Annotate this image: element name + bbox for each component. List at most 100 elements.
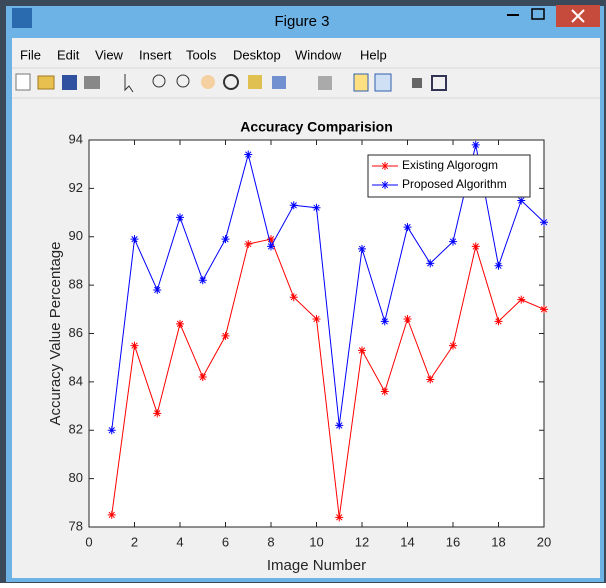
- legend-marker: [381, 162, 389, 170]
- y-tick-label: 94: [69, 131, 83, 146]
- window-icon: [12, 8, 32, 28]
- menu-item[interactable]: File: [20, 47, 41, 62]
- point-marker: [107, 510, 116, 519]
- y-tick-label: 84: [69, 373, 83, 388]
- tool-save[interactable]: [62, 75, 77, 90]
- point-marker: [380, 387, 389, 396]
- x-tick-label: 16: [446, 534, 460, 549]
- tool-zoom-out[interactable]: [176, 74, 190, 88]
- point-marker: [289, 201, 298, 210]
- x-tick-label: 4: [176, 534, 183, 549]
- point-marker: [380, 317, 389, 326]
- tool-brush[interactable]: [272, 76, 286, 89]
- series-line: [111, 238, 545, 518]
- point-marker: [221, 331, 230, 340]
- point-marker: [540, 218, 548, 227]
- x-tick-label: 20: [537, 534, 551, 549]
- point-marker: [176, 213, 184, 222]
- point-marker: [517, 295, 526, 304]
- point-marker: [312, 203, 321, 212]
- menu-item[interactable]: Window: [295, 47, 342, 62]
- legend: Existing Algorogm Proposed Algorithm: [367, 154, 531, 198]
- chart-title: Accuracy Comparision: [240, 119, 393, 135]
- y-tick-label: 80: [69, 470, 83, 485]
- point-marker: [540, 305, 548, 314]
- x-tick-label: 18: [491, 534, 505, 549]
- tool-open[interactable]: [37, 75, 55, 90]
- y-axis-label: Accuracy Value Percentage: [47, 242, 64, 426]
- legend-label: Proposed Algorithm: [402, 177, 507, 191]
- tool-new[interactable]: [15, 73, 31, 91]
- menu-item[interactable]: Edit: [57, 47, 80, 62]
- point-marker: [153, 409, 162, 418]
- toolbar: [15, 73, 447, 93]
- point-marker: [449, 341, 457, 350]
- point-marker: [449, 237, 457, 246]
- point-marker: [494, 261, 503, 270]
- plot-area: [88, 139, 545, 528]
- point-marker: [130, 235, 139, 244]
- tool-show[interactable]: [431, 75, 447, 91]
- tool-pointer[interactable]: [124, 74, 134, 93]
- point-marker: [403, 223, 412, 232]
- point-marker: [153, 285, 162, 294]
- x-tick-label: 8: [267, 534, 274, 549]
- point-marker: [471, 242, 480, 251]
- point-marker: [130, 341, 139, 350]
- x-tick-label: 2: [131, 534, 138, 549]
- x-tick-label: 10: [309, 534, 323, 549]
- menu-item[interactable]: Tools: [186, 47, 217, 62]
- legend-marker: [381, 181, 389, 189]
- x-tick-label: 0: [85, 534, 92, 549]
- tool-print[interactable]: [84, 76, 100, 89]
- close-icon: [571, 9, 585, 23]
- point-marker: [267, 242, 275, 251]
- menu-item[interactable]: View: [95, 47, 124, 62]
- point-marker: [426, 375, 435, 384]
- point-marker: [221, 235, 230, 244]
- x-tick-label: 6: [222, 534, 229, 549]
- chart: Accuracy Comparision Image Number Accuracy…: [47, 119, 551, 574]
- tool-link[interactable]: [318, 76, 332, 90]
- point-marker: [426, 259, 435, 268]
- point-marker: [358, 346, 366, 355]
- point-marker: [312, 314, 321, 323]
- y-tick-label: 88: [69, 277, 83, 292]
- point-marker: [198, 373, 207, 382]
- point-marker: [358, 244, 366, 253]
- tool-rotate[interactable]: [223, 74, 239, 90]
- point-marker: [244, 150, 253, 159]
- point-marker: [335, 513, 344, 522]
- menu-item[interactable]: Insert: [139, 47, 172, 62]
- legend-box: [367, 154, 531, 198]
- menu-bar: File Edit View Insert Tools Desktop Window Help: [20, 47, 387, 62]
- tool-legend[interactable]: [374, 73, 392, 92]
- point-marker: [403, 314, 412, 323]
- y-tick-label: 82: [69, 422, 83, 437]
- menu-item[interactable]: Help: [360, 47, 387, 62]
- point-marker: [198, 276, 207, 285]
- minimize-button[interactable]: [507, 14, 519, 16]
- legend-label: Existing Algorogm: [402, 158, 498, 172]
- x-tick-label: 14: [400, 534, 414, 549]
- point-marker: [494, 317, 503, 326]
- point-marker: [517, 196, 526, 205]
- tool-hide[interactable]: [412, 78, 422, 88]
- point-marker: [244, 240, 253, 249]
- point-marker: [267, 235, 275, 244]
- tool-datacursor[interactable]: [248, 75, 262, 89]
- point-marker: [289, 293, 298, 302]
- x-axis-label: Image Number: [267, 557, 366, 574]
- point-marker: [471, 140, 480, 149]
- maximize-button[interactable]: [531, 8, 545, 20]
- tool-pan[interactable]: [201, 75, 215, 89]
- tool-colorbar[interactable]: [353, 73, 369, 92]
- menu-item[interactable]: Desktop: [233, 47, 281, 62]
- tool-zoom-in[interactable]: [152, 74, 166, 88]
- y-tick-label: 78: [69, 518, 83, 533]
- point-marker: [176, 319, 184, 328]
- point-marker: [335, 421, 344, 430]
- y-tick-label: 86: [69, 325, 83, 340]
- y-tick-label: 90: [69, 228, 83, 243]
